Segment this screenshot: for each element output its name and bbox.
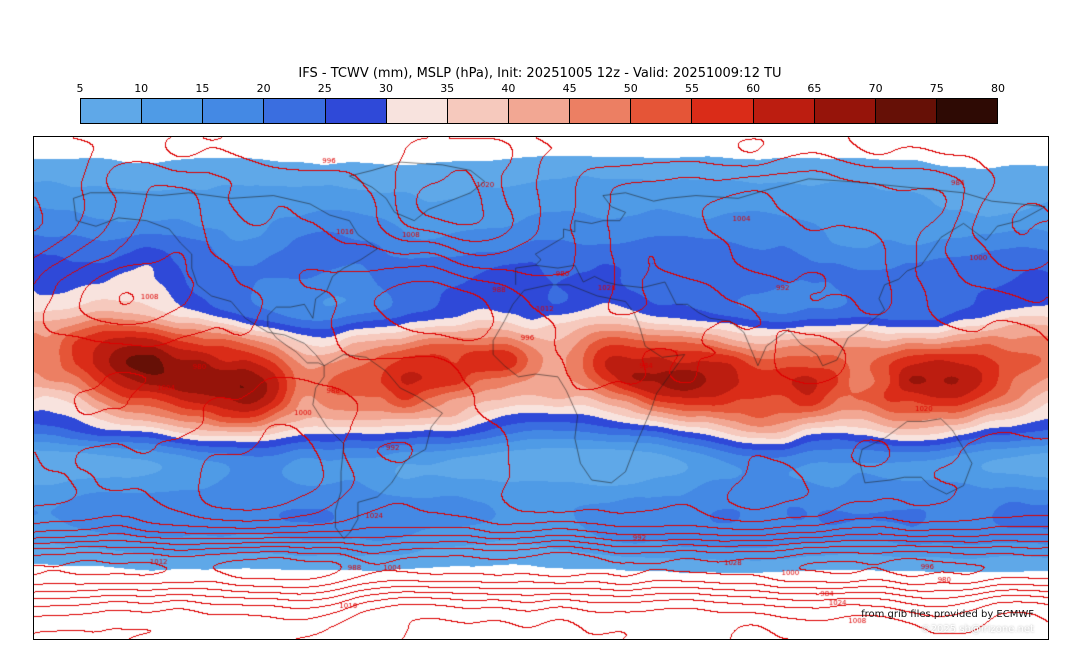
colorbar-tick: 65 <box>807 82 822 95</box>
colorbar-segment <box>570 99 632 123</box>
colorbar-tick: 50 <box>623 82 638 95</box>
colorbar-tick: 70 <box>868 82 883 95</box>
colorbar-segment <box>264 99 326 123</box>
colorbar-segment <box>936 99 998 123</box>
colorbar-tick: 40 <box>501 82 516 95</box>
colorbar-segment <box>875 99 937 123</box>
colorbar-tick: 25 <box>317 82 332 95</box>
colorbar-tick-labels: 5 10 15 20 25 30 35 40 45 50 55 60 65 70 75 80 <box>76 82 1006 97</box>
colorbar-tick: 20 <box>256 82 271 95</box>
colorbar-tick: 75 <box>929 82 944 95</box>
colorbar-segment <box>753 99 815 123</box>
weather-map-canvas <box>34 137 1048 639</box>
colorbar-segment <box>631 99 693 123</box>
colorbar-tick: 55 <box>684 82 699 95</box>
colorbar-segment <box>508 99 571 123</box>
colorbar-segment <box>814 99 876 123</box>
colorbar-segment <box>203 99 265 123</box>
colorbar-tick: 45 <box>562 82 577 95</box>
colorbar-segment <box>386 99 448 123</box>
colorbar-segment <box>447 99 509 123</box>
colorbar-segment <box>325 99 387 123</box>
colorbar-segment <box>692 99 754 123</box>
map-frame: from grib files provided by ECMWF ©2025 … <box>33 136 1049 640</box>
colorbar-tick: 35 <box>440 82 455 95</box>
colorbar-tick: 10 <box>134 82 149 95</box>
colorbar-tick: 80 <box>991 82 1005 95</box>
colorbar: 5 10 15 20 25 30 35 40 45 50 55 60 65 70 75 80 <box>76 82 1006 124</box>
copyright-credit: ©2025 sb@irizone.net <box>920 624 1034 635</box>
colorbar-gradient-bar <box>80 98 998 124</box>
colorbar-segment <box>142 99 204 123</box>
colorbar-segment <box>81 99 143 123</box>
colorbar-tick: 15 <box>195 82 210 95</box>
data-source-credit: from grib files provided by ECMWF <box>861 609 1034 620</box>
colorbar-tick: 60 <box>746 82 761 95</box>
colorbar-tick: 30 <box>378 82 393 95</box>
colorbar-tick: 5 <box>76 82 84 95</box>
page-title: IFS - TCWV (mm), MSLP (hPa), Init: 20251… <box>298 66 782 81</box>
